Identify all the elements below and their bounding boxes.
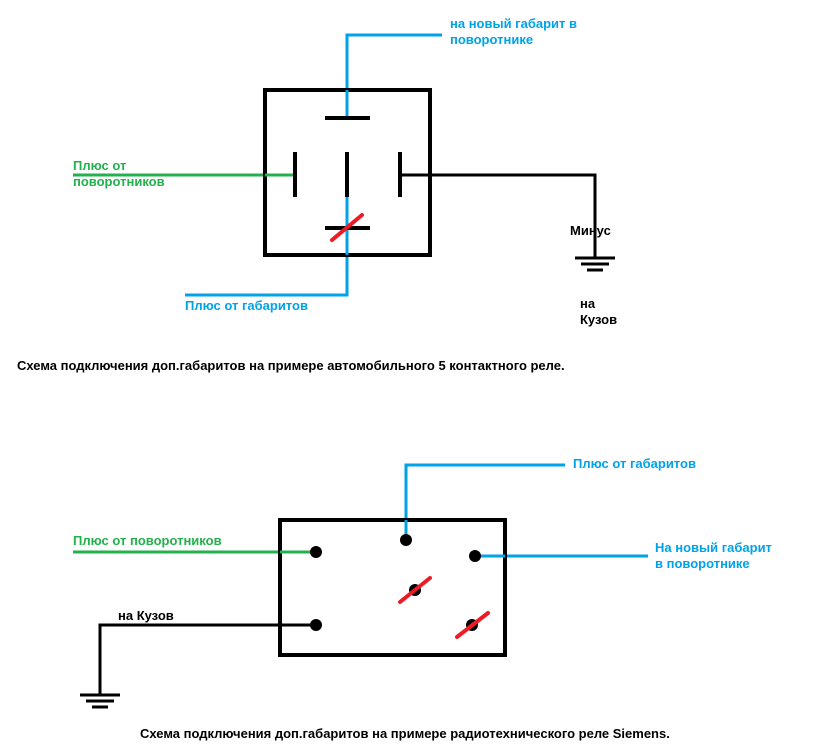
d2-label-green-left: Плюс от поворотников	[73, 533, 222, 548]
d2-label-na-kuzov: на Кузов	[118, 608, 174, 623]
d2-relay-box	[280, 520, 505, 655]
d1-label-minus: Минус	[570, 223, 611, 238]
d2-label-blue-right: На новый габаритв поворотнике	[655, 540, 772, 571]
d2-contact-c4	[310, 619, 322, 631]
wiring-diagrams: на новый габарит вповоротнике Плюс отпово…	[0, 0, 821, 749]
d1-caption: Схема подключения доп.габаритов на приме…	[17, 358, 565, 373]
d1-label-blue-top: на новый габарит вповоротнике	[450, 16, 577, 47]
d1-label-na-kuzov: наКузов	[580, 296, 617, 327]
d2-contact-c1	[310, 546, 322, 558]
d1-label-blue-center: Плюс от габаритов	[185, 298, 308, 313]
d2-label-blue-top: Плюс от габаритов	[573, 456, 696, 471]
d2-contact-c3	[469, 550, 481, 562]
d1-label-green-left: Плюс отповоротников	[73, 158, 165, 189]
d2-caption: Схема подключения доп.габаритов на приме…	[140, 726, 670, 741]
d2-contact-c2	[400, 534, 412, 546]
